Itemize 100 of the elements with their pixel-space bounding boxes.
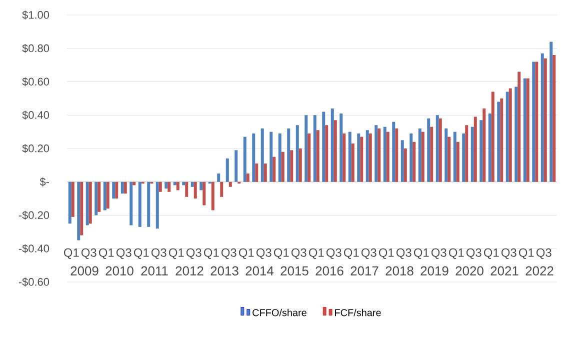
annotation: 2017 — [350, 266, 378, 276]
bar — [290, 150, 294, 182]
bar — [482, 108, 486, 182]
bar — [357, 133, 360, 182]
bar — [287, 128, 290, 182]
bar — [168, 182, 171, 192]
bar — [202, 182, 206, 206]
bar — [322, 112, 326, 182]
bar — [176, 182, 180, 190]
x-tick-label: Q1 — [308, 248, 324, 260]
bar — [325, 125, 328, 182]
bar — [124, 182, 127, 194]
bar — [246, 174, 250, 182]
bar — [260, 128, 264, 182]
bar — [340, 113, 343, 182]
x-tick-label: Q1 — [204, 248, 219, 260]
bar — [453, 132, 456, 182]
bar — [272, 156, 276, 182]
y-tick-label: $0.80 — [22, 44, 50, 53]
bar — [480, 120, 483, 182]
bar — [173, 182, 176, 186]
bar — [526, 78, 530, 182]
annotation: 2020 — [456, 266, 484, 276]
bar — [80, 182, 84, 236]
annotation: 2009 — [70, 266, 98, 276]
y-tick-label: $- — [40, 177, 49, 186]
bar — [68, 182, 72, 224]
y-tick-label: -$0.20 — [18, 210, 50, 220]
x-tick-label: Q3 — [221, 248, 236, 260]
x-tick-label: Q3 — [431, 248, 446, 260]
x-tick-label: Q1 — [414, 248, 429, 260]
bar — [360, 136, 364, 182]
bar — [194, 182, 197, 199]
bar — [228, 182, 232, 187]
bar — [77, 182, 80, 240]
bar — [308, 133, 311, 182]
x-tick-label: Q3 — [501, 248, 516, 260]
bar — [462, 133, 466, 182]
bar — [378, 128, 381, 182]
bar — [474, 116, 477, 182]
x-tick-label: Q1 — [274, 248, 289, 260]
x-tick-label: Q3 — [326, 248, 342, 260]
y-tick-label: $0.60 — [22, 77, 50, 86]
bar — [130, 182, 133, 226]
y-tick-label: $1.00 — [22, 10, 50, 20]
bar — [106, 182, 110, 209]
bar — [368, 133, 372, 182]
bar — [366, 130, 369, 182]
bar — [392, 122, 396, 182]
bar — [185, 182, 188, 197]
y-tick-label: -$0.40 — [18, 244, 50, 254]
bar — [264, 164, 267, 182]
bar — [444, 128, 448, 182]
bar — [351, 143, 354, 182]
annotation: 2019 — [420, 266, 448, 276]
bar — [211, 182, 214, 210]
bar — [506, 92, 509, 182]
x-tick-label: Q3 — [186, 248, 202, 260]
x-tick-label: Q1 — [448, 248, 464, 260]
bar — [278, 133, 282, 182]
bar — [316, 130, 320, 182]
y-tick-label: $0.20 — [22, 144, 50, 153]
bar — [395, 128, 398, 182]
bar — [147, 182, 150, 227]
bar — [270, 132, 273, 182]
x-tick-label: Q3 — [396, 248, 412, 260]
bar — [374, 125, 378, 182]
bar — [348, 132, 352, 182]
x-tick-label: Q1 — [64, 248, 79, 260]
bar — [190, 182, 194, 187]
bar — [158, 182, 162, 192]
bar — [103, 182, 106, 210]
x-tick-label: Q3 — [466, 248, 482, 260]
x-tick-label: Q1 — [484, 248, 499, 260]
bar — [164, 182, 168, 189]
bar — [430, 126, 434, 182]
legend-label: CFFO/share — [252, 308, 306, 316]
bar — [410, 133, 413, 182]
bar — [456, 142, 460, 182]
bar — [532, 62, 536, 182]
bar — [298, 148, 302, 182]
bar — [383, 126, 386, 182]
bar — [500, 98, 504, 182]
annotation: 2013 — [210, 266, 238, 276]
bar — [217, 174, 220, 182]
y-tick-label: -$0.60 — [18, 278, 50, 286]
bar — [427, 118, 430, 182]
bar — [342, 133, 346, 182]
bar — [488, 113, 492, 182]
bar — [132, 182, 136, 186]
bar — [470, 126, 474, 182]
x-tick-label: Q3 — [256, 248, 272, 260]
annotation: 2010 — [106, 266, 134, 276]
bar — [465, 125, 468, 182]
bar — [182, 182, 186, 186]
x-tick-label: Q1 — [344, 248, 359, 260]
bar — [296, 125, 299, 182]
bar — [304, 115, 308, 182]
bar — [98, 182, 101, 212]
x-tick-label: Q1 — [238, 248, 254, 260]
